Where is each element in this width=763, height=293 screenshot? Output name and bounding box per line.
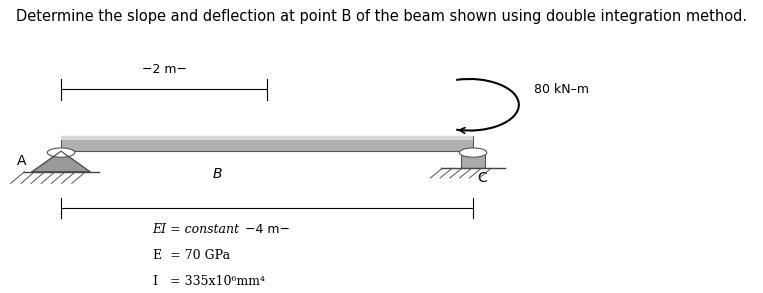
Text: −4 m−: −4 m−: [245, 223, 289, 236]
Text: A: A: [18, 154, 27, 168]
Text: Determine the slope and deflection at point B of the beam shown using double int: Determine the slope and deflection at po…: [16, 9, 747, 24]
Text: EI = constant: EI = constant: [153, 223, 240, 236]
Text: −2 m−: −2 m−: [142, 63, 186, 76]
Bar: [461, 154, 485, 168]
Text: I   = 335x10⁶mm⁴: I = 335x10⁶mm⁴: [153, 275, 265, 288]
Bar: [61, 136, 473, 151]
Text: B: B: [213, 167, 222, 181]
Text: C: C: [477, 171, 487, 185]
Circle shape: [459, 148, 487, 157]
Circle shape: [47, 148, 75, 157]
Polygon shape: [32, 151, 90, 172]
Bar: [61, 136, 473, 139]
Text: E  = 70 GPa: E = 70 GPa: [153, 249, 230, 262]
Text: 80 kN–m: 80 kN–m: [534, 83, 589, 96]
